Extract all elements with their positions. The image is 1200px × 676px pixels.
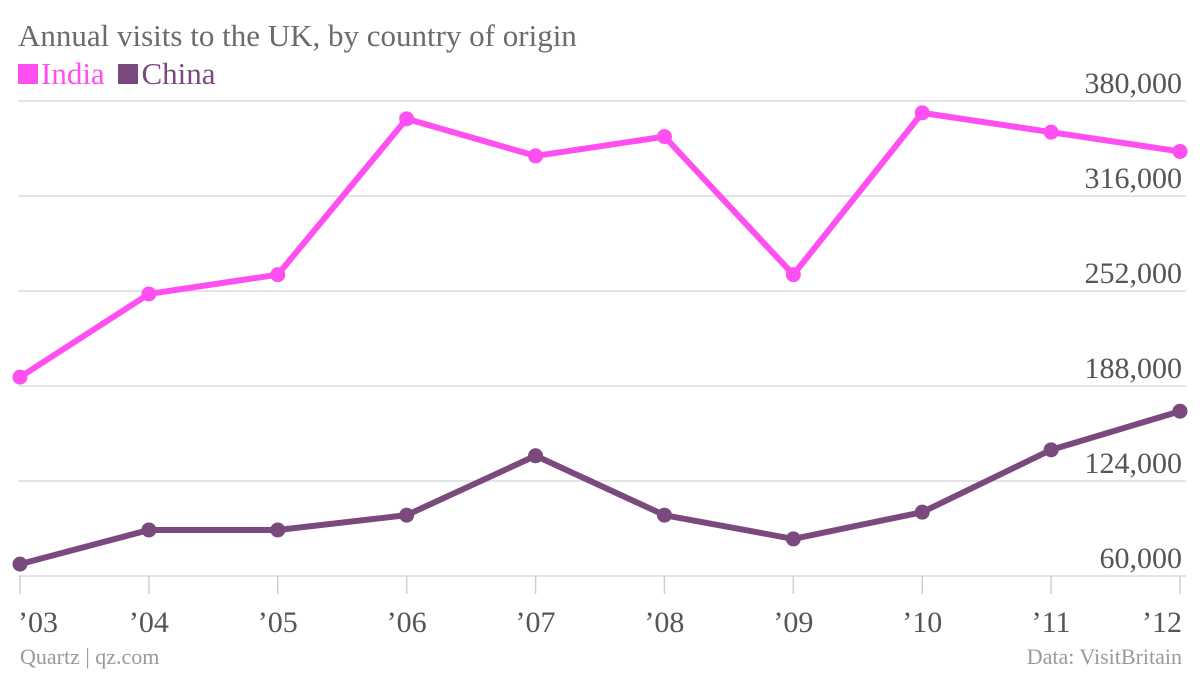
legend-swatch-india: [18, 64, 38, 84]
x-tick-label: ’09: [773, 606, 813, 639]
chart-legend: India China: [18, 56, 222, 92]
x-tick-label: ’04: [129, 606, 169, 639]
legend-label-india: India: [41, 56, 105, 91]
legend-item-china: China: [118, 56, 216, 92]
y-tick-label: 316,000: [1085, 162, 1183, 195]
data-point-india: [528, 148, 544, 164]
x-tick-label: ’12: [1142, 606, 1182, 639]
data-point-india: [141, 286, 157, 302]
series-line-china: [17, 408, 1183, 568]
data-point-india: [1043, 124, 1059, 140]
source-credit: Quartz | qz.com: [20, 644, 160, 669]
data-point-china: [1172, 403, 1188, 419]
x-tick-label: ’11: [1032, 606, 1071, 639]
y-tick-label: 188,000: [1085, 352, 1183, 385]
data-point-china: [12, 556, 28, 572]
data-point-china: [1043, 442, 1059, 458]
data-point-china: [270, 522, 286, 538]
x-tick-label: ’07: [516, 606, 556, 639]
data-point-india: [12, 369, 28, 385]
y-tick-label: 380,000: [1085, 67, 1183, 100]
data-point-china: [528, 448, 544, 464]
data-point-india: [656, 129, 672, 145]
series-line-india: [17, 109, 1183, 381]
data-point-india: [914, 105, 930, 121]
data-point-china: [399, 507, 415, 523]
data-source: Data: VisitBritain: [1026, 644, 1182, 669]
y-tick-label: 124,000: [1085, 447, 1183, 480]
x-tick-label: ’03: [18, 606, 58, 639]
data-point-china: [141, 522, 157, 538]
y-tick-label: 60,000: [1100, 542, 1183, 575]
x-tick-label: ’06: [387, 606, 427, 639]
data-point-china: [914, 504, 930, 520]
data-point-india: [270, 267, 286, 283]
data-point-china: [785, 531, 801, 547]
data-point-india: [399, 111, 415, 127]
y-tick-label: 252,000: [1085, 257, 1183, 290]
x-tick-label: ’10: [902, 606, 942, 639]
data-point-india: [1172, 143, 1188, 159]
chart-title: Annual visits to the UK, by country of o…: [18, 18, 577, 53]
legend-label-china: China: [141, 56, 216, 91]
legend-item-india: India: [18, 56, 105, 92]
data-point-india: [785, 267, 801, 283]
data-point-china: [656, 507, 672, 523]
legend-swatch-china: [118, 64, 139, 84]
x-tick-label: ’08: [644, 606, 684, 639]
x-tick-label: ’05: [258, 606, 298, 639]
